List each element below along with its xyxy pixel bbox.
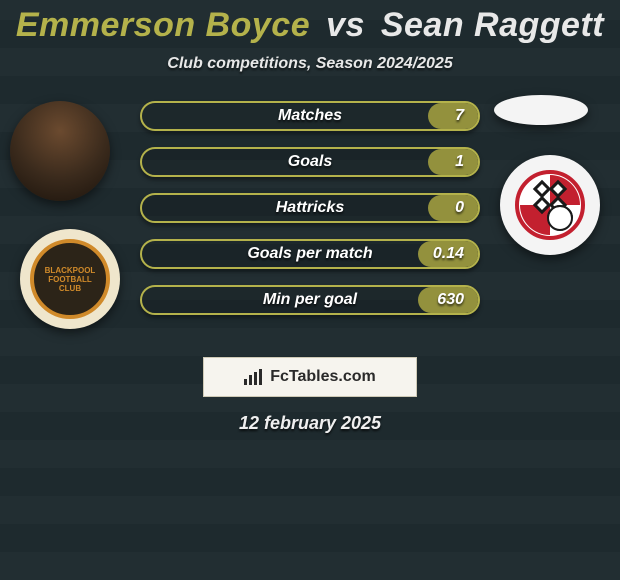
stat-bars: Matches7Goals1Hattricks0Goals per match0… — [140, 101, 480, 331]
stat-row: Goals1 — [140, 147, 480, 177]
stat-value-right: 0 — [455, 195, 464, 221]
branding-text: FcTables.com — [270, 368, 376, 386]
branding-box: FcTables.com — [203, 357, 417, 397]
comparison-card: Emmerson Boyce vs Sean Raggett Club comp… — [0, 0, 620, 580]
stat-value-right: 1 — [455, 149, 464, 175]
page-title: Emmerson Boyce vs Sean Raggett — [0, 0, 620, 45]
player1-club-badge: BLACKPOOLFOOTBALLCLUB — [20, 229, 120, 329]
stat-value-right: 630 — [437, 287, 464, 313]
player2-club-badge — [500, 155, 600, 255]
title-vs: vs — [326, 6, 365, 44]
stat-row: Matches7 — [140, 101, 480, 131]
stat-label: Goals per match — [142, 241, 478, 267]
title-player2: Sean Raggett — [381, 6, 604, 44]
date-text: 12 february 2025 — [0, 413, 620, 434]
stat-label: Matches — [142, 103, 478, 129]
stat-label: Hattricks — [142, 195, 478, 221]
subtitle: Club competitions, Season 2024/2025 — [0, 55, 620, 73]
stat-value-right: 7 — [455, 103, 464, 129]
stat-value-right: 0.14 — [433, 241, 464, 267]
stat-label: Min per goal — [142, 287, 478, 313]
stat-label: Goals — [142, 149, 478, 175]
stat-row: Hattricks0 — [140, 193, 480, 223]
comparison-body: BLACKPOOLFOOTBALLCLUB Matches7 Goals1 Hatt… — [0, 101, 620, 351]
blackpool-badge-icon: BLACKPOOLFOOTBALLCLUB — [30, 239, 110, 319]
player2-avatar — [494, 95, 588, 125]
bar-chart-icon — [244, 369, 264, 385]
player1-avatar — [10, 101, 110, 201]
title-player1: Emmerson Boyce — [16, 6, 310, 44]
rotherham-badge-icon — [515, 170, 585, 240]
stat-row: Min per goal630 — [140, 285, 480, 315]
stat-row: Goals per match0.14 — [140, 239, 480, 269]
